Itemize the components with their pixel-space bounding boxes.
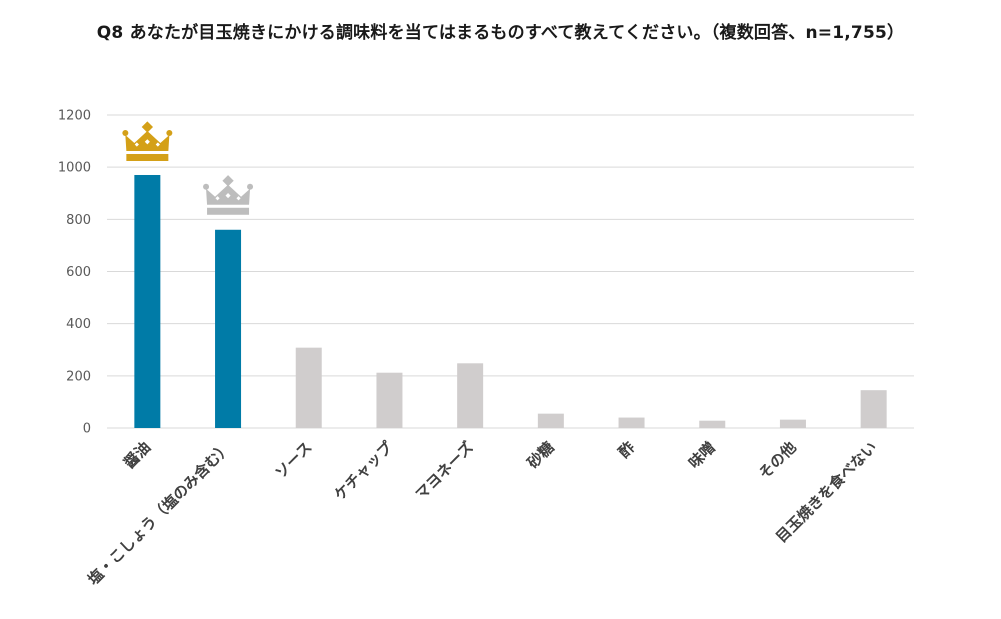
bar (376, 372, 403, 428)
x-tick-label: マヨネーズ (412, 438, 477, 503)
bar (699, 420, 726, 428)
x-tick-label: ケチャップ (331, 437, 397, 503)
bar (537, 413, 564, 428)
x-tick-label: 味噌 (685, 438, 719, 472)
grid-lines (107, 114, 914, 429)
bar (779, 419, 806, 428)
x-tick-label: 塩・こしょう（塩のみ含む） (84, 438, 235, 589)
y-tick-label: 400 (66, 317, 91, 332)
y-tick-label: 0 (83, 422, 91, 437)
bar (860, 390, 887, 428)
x-tick-label: 酢 (615, 438, 638, 461)
bar (618, 417, 645, 428)
bar (215, 229, 242, 428)
gold-crown-icon (122, 121, 173, 161)
y-axis-ticks: 0 200 400 600 800 1000 1200 (58, 109, 91, 437)
bar (457, 363, 484, 428)
y-tick-label: 800 (66, 213, 91, 228)
bar (134, 174, 161, 428)
chart-title: Q8 あなたが目玉焼きにかける調味料を当てはまるものすべて教えてください。（複数… (96, 23, 905, 43)
y-tick-label: 1000 (58, 161, 91, 176)
x-tick-label: 砂糖 (524, 438, 558, 472)
y-tick-label: 1200 (58, 109, 91, 124)
x-tick-label: 醤油 (120, 438, 154, 472)
y-tick-label: 200 (66, 369, 91, 384)
crowns (122, 121, 254, 215)
silver-crown-icon (203, 175, 254, 215)
y-tick-label: 600 (66, 265, 91, 280)
x-axis-labels: 醤油塩・こしょう（塩のみ含む） ソース ケチャップ マヨネーズ 砂糖酢味噌 その他目玉焼き… (84, 437, 880, 588)
x-tick-label: ソース (272, 438, 316, 482)
x-tick-label: その他 (755, 438, 800, 483)
bars (134, 174, 887, 428)
bar (295, 347, 322, 428)
